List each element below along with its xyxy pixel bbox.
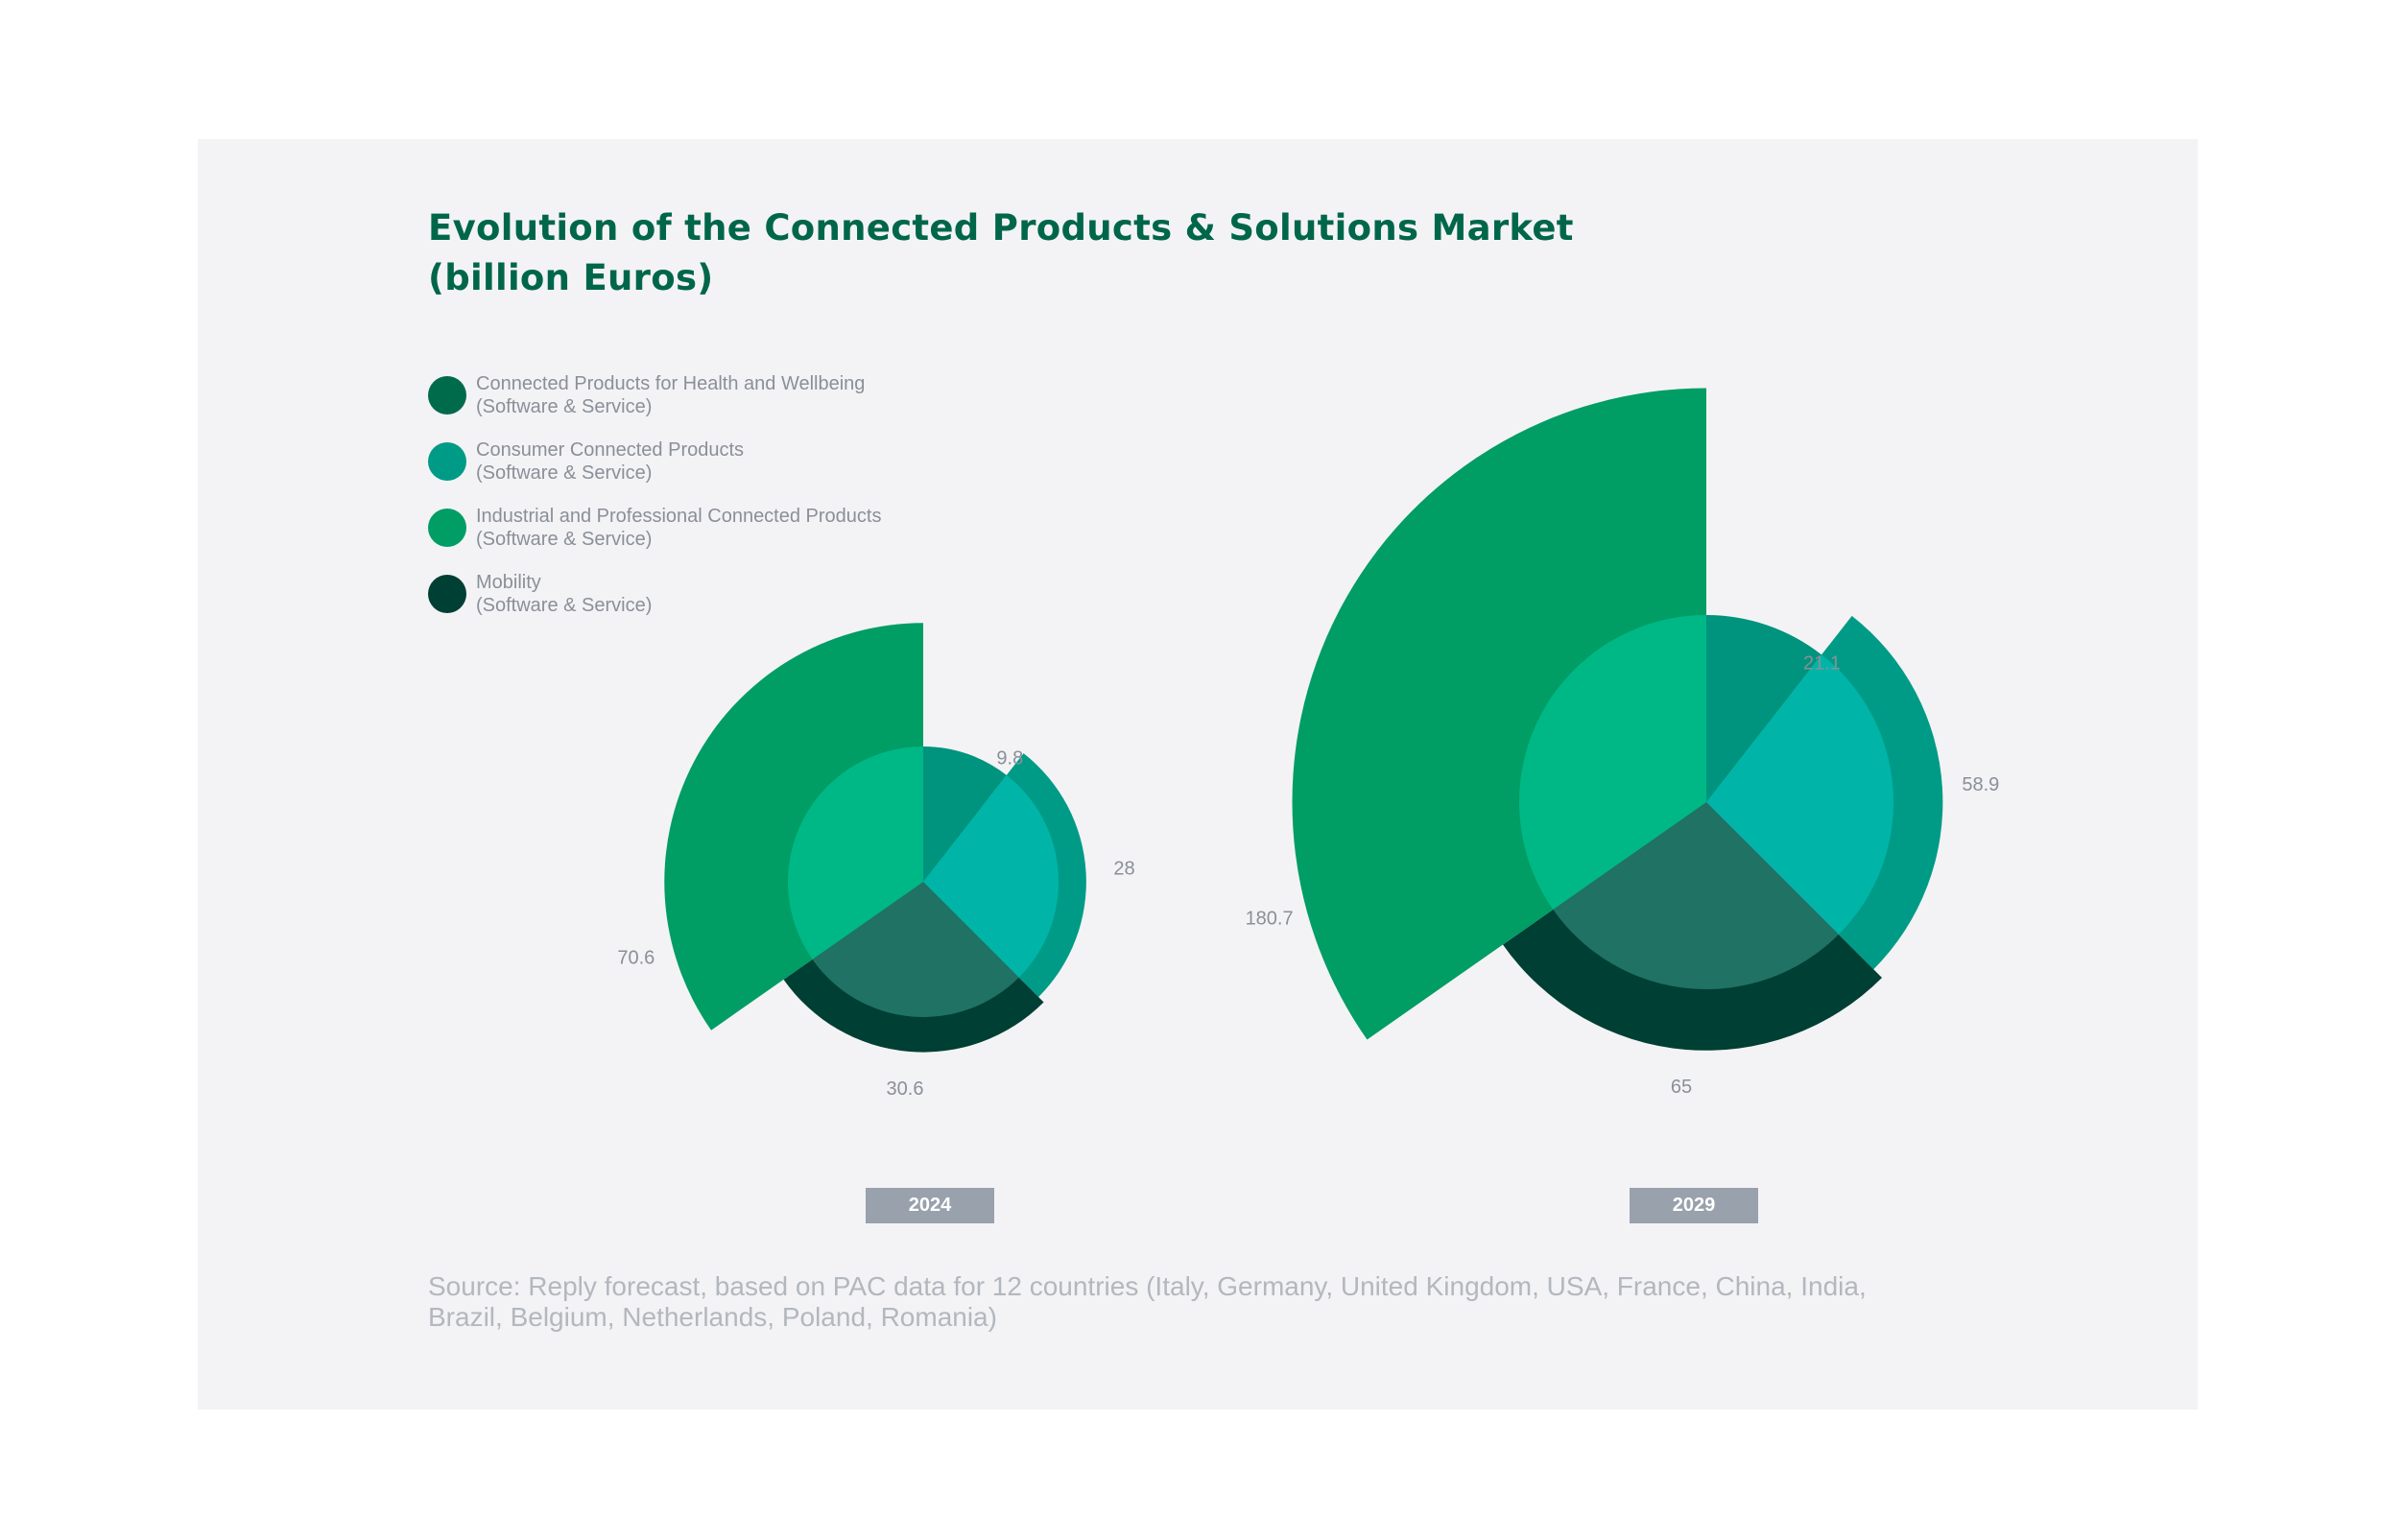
data-label-consumer-2024: 28 (1113, 858, 1134, 879)
legend-swatch-consumer (428, 442, 466, 481)
inner-segment-health-2024 (923, 746, 1007, 882)
inner-segment-industrial-2029 (1519, 615, 1706, 910)
inner-segment-mobility-2029 (1553, 802, 1839, 990)
chart-title-line2: (billion Euros) (428, 257, 714, 298)
legend-label-consumer: Consumer Connected Products (Software & … (476, 439, 745, 484)
legend-swatch-industrial (428, 509, 466, 547)
chart-2029: 21.1 58.9 65 180.7 (1246, 388, 1999, 1098)
chart-title-line1: Evolution of the Connected Products & So… (428, 207, 1574, 249)
data-label-health-2029: 21.1 (1803, 653, 1841, 675)
data-label-mobility-2029: 65 (1671, 1077, 1692, 1098)
legend-label-industrial: Industrial and Professional Connected Pr… (476, 506, 882, 550)
inner-segment-mobility-2024 (812, 882, 1019, 1017)
data-label-industrial-2029: 180.7 (1246, 908, 1294, 929)
source-note-line2: Brazil, Belgium, Netherlands, Poland, Ro… (428, 1302, 997, 1332)
source-note: Source: Reply forecast, based on PAC dat… (428, 1271, 2060, 1333)
year-badge-2024: 2024 (866, 1188, 994, 1223)
wedge-industrial-2029 (1292, 388, 1706, 1040)
data-label-health-2024: 9.8 (996, 748, 1023, 770)
inner-segment-consumer-2024 (923, 774, 1059, 978)
legend-swatch-health (428, 376, 466, 415)
data-label-mobility-2024: 30.6 (887, 1078, 924, 1100)
legend-label-mobility: Mobility (Software & Service) (476, 572, 653, 616)
year-badge-2029: 2029 (1630, 1188, 1758, 1223)
legend-swatch-mobility (428, 575, 466, 613)
data-label-consumer-2029: 58.9 (1962, 774, 1999, 795)
legend-label-health: Connected Products for Health and Wellbe… (476, 373, 866, 417)
source-note-line1: Source: Reply forecast, based on PAC dat… (428, 1271, 1867, 1301)
chart-title: Evolution of the Connected Products & So… (428, 203, 1772, 303)
chart-2024: 9.8 28 30.6 70.6 (617, 623, 1135, 1100)
data-label-industrial-2024: 70.6 (617, 947, 655, 968)
wedge-industrial-2024 (664, 623, 923, 1031)
inner-segment-consumer-2029 (1706, 654, 1894, 935)
inner-segment-health-2029 (1706, 615, 1822, 802)
inner-segment-industrial-2024 (788, 746, 923, 960)
